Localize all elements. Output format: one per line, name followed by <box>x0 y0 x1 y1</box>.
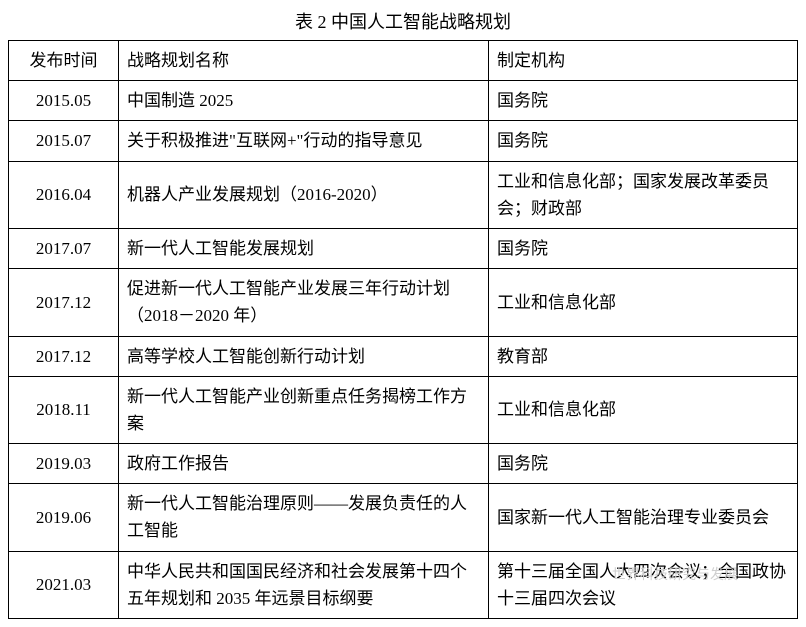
table-row: 2016.04 机器人产业发展规划（2016-2020） 工业和信息化部；国家发… <box>9 161 798 228</box>
cell-plan: 新一代人工智能治理原则——发展负责任的人工智能 <box>119 484 489 551</box>
header-date: 发布时间 <box>9 41 119 81</box>
cell-plan: 关于积极推进"互联网+"行动的指导意见 <box>119 121 489 161</box>
cell-date: 2021.03 <box>9 551 119 618</box>
cell-date: 2015.05 <box>9 81 119 121</box>
cell-plan: 中国制造 2025 <box>119 81 489 121</box>
cell-org: 工业和信息化部 <box>489 376 798 443</box>
table-container: 表 2 中国人工智能战略规划 发布时间 战略规划名称 制定机构 2015.05 … <box>8 8 798 619</box>
cell-org: 国务院 <box>489 444 798 484</box>
cell-date: 2016.04 <box>9 161 119 228</box>
cell-date: 2019.03 <box>9 444 119 484</box>
cell-org: 国务院 <box>489 81 798 121</box>
cell-org: 国务院 <box>489 121 798 161</box>
table-body: 2015.05 中国制造 2025 国务院 2015.07 关于积极推进"互联网… <box>9 81 798 619</box>
cell-date: 2018.11 <box>9 376 119 443</box>
table-row: 2017.07 新一代人工智能发展规划 国务院 <box>9 228 798 268</box>
cell-plan: 政府工作报告 <box>119 444 489 484</box>
header-org: 制定机构 <box>489 41 798 81</box>
cell-plan: 中华人民共和国国民经济和社会发展第十四个五年规划和 2035 年远景目标纲要 <box>119 551 489 618</box>
cell-org: 工业和信息化部 <box>489 269 798 336</box>
cell-org: 教育部 <box>489 336 798 376</box>
cell-plan: 新一代人工智能产业创新重点任务揭榜工作方案 <box>119 376 489 443</box>
cell-date: 2015.07 <box>9 121 119 161</box>
table-row: 2018.11 新一代人工智能产业创新重点任务揭榜工作方案 工业和信息化部 <box>9 376 798 443</box>
cell-plan: 新一代人工智能发展规划 <box>119 228 489 268</box>
ai-strategy-table: 发布时间 战略规划名称 制定机构 2015.05 中国制造 2025 国务院 2… <box>8 40 798 619</box>
table-row: 2019.03 政府工作报告 国务院 <box>9 444 798 484</box>
cell-org: 第十三届全国人大四次会议；全国政协十三届四次会议 <box>489 551 798 618</box>
table-row: 2015.07 关于积极推进"互联网+"行动的指导意见 国务院 <box>9 121 798 161</box>
table-row: 2019.06 新一代人工智能治理原则——发展负责任的人工智能 国家新一代人工智… <box>9 484 798 551</box>
table-header-row: 发布时间 战略规划名称 制定机构 <box>9 41 798 81</box>
cell-org: 国务院 <box>489 228 798 268</box>
cell-org: 工业和信息化部；国家发展改革委员会；财政部 <box>489 161 798 228</box>
table-row: 2017.12 促进新一代人工智能产业发展三年行动计划 （2018－2020 年… <box>9 269 798 336</box>
cell-date: 2019.06 <box>9 484 119 551</box>
header-plan: 战略规划名称 <box>119 41 489 81</box>
table-row: 2017.12 高等学校人工智能创新行动计划 教育部 <box>9 336 798 376</box>
cell-date: 2017.07 <box>9 228 119 268</box>
cell-plan: 机器人产业发展规划（2016-2020） <box>119 161 489 228</box>
cell-date: 2017.12 <box>9 269 119 336</box>
table-row: 2021.03 中华人民共和国国民经济和社会发展第十四个五年规划和 2035 年… <box>9 551 798 618</box>
table-title: 表 2 中国人工智能战略规划 <box>8 8 798 34</box>
cell-plan: 高等学校人工智能创新行动计划 <box>119 336 489 376</box>
cell-org: 国家新一代人工智能治理专业委员会 <box>489 484 798 551</box>
cell-plan: 促进新一代人工智能产业发展三年行动计划 （2018－2020 年） <box>119 269 489 336</box>
cell-date: 2017.12 <box>9 336 119 376</box>
table-row: 2015.05 中国制造 2025 国务院 <box>9 81 798 121</box>
